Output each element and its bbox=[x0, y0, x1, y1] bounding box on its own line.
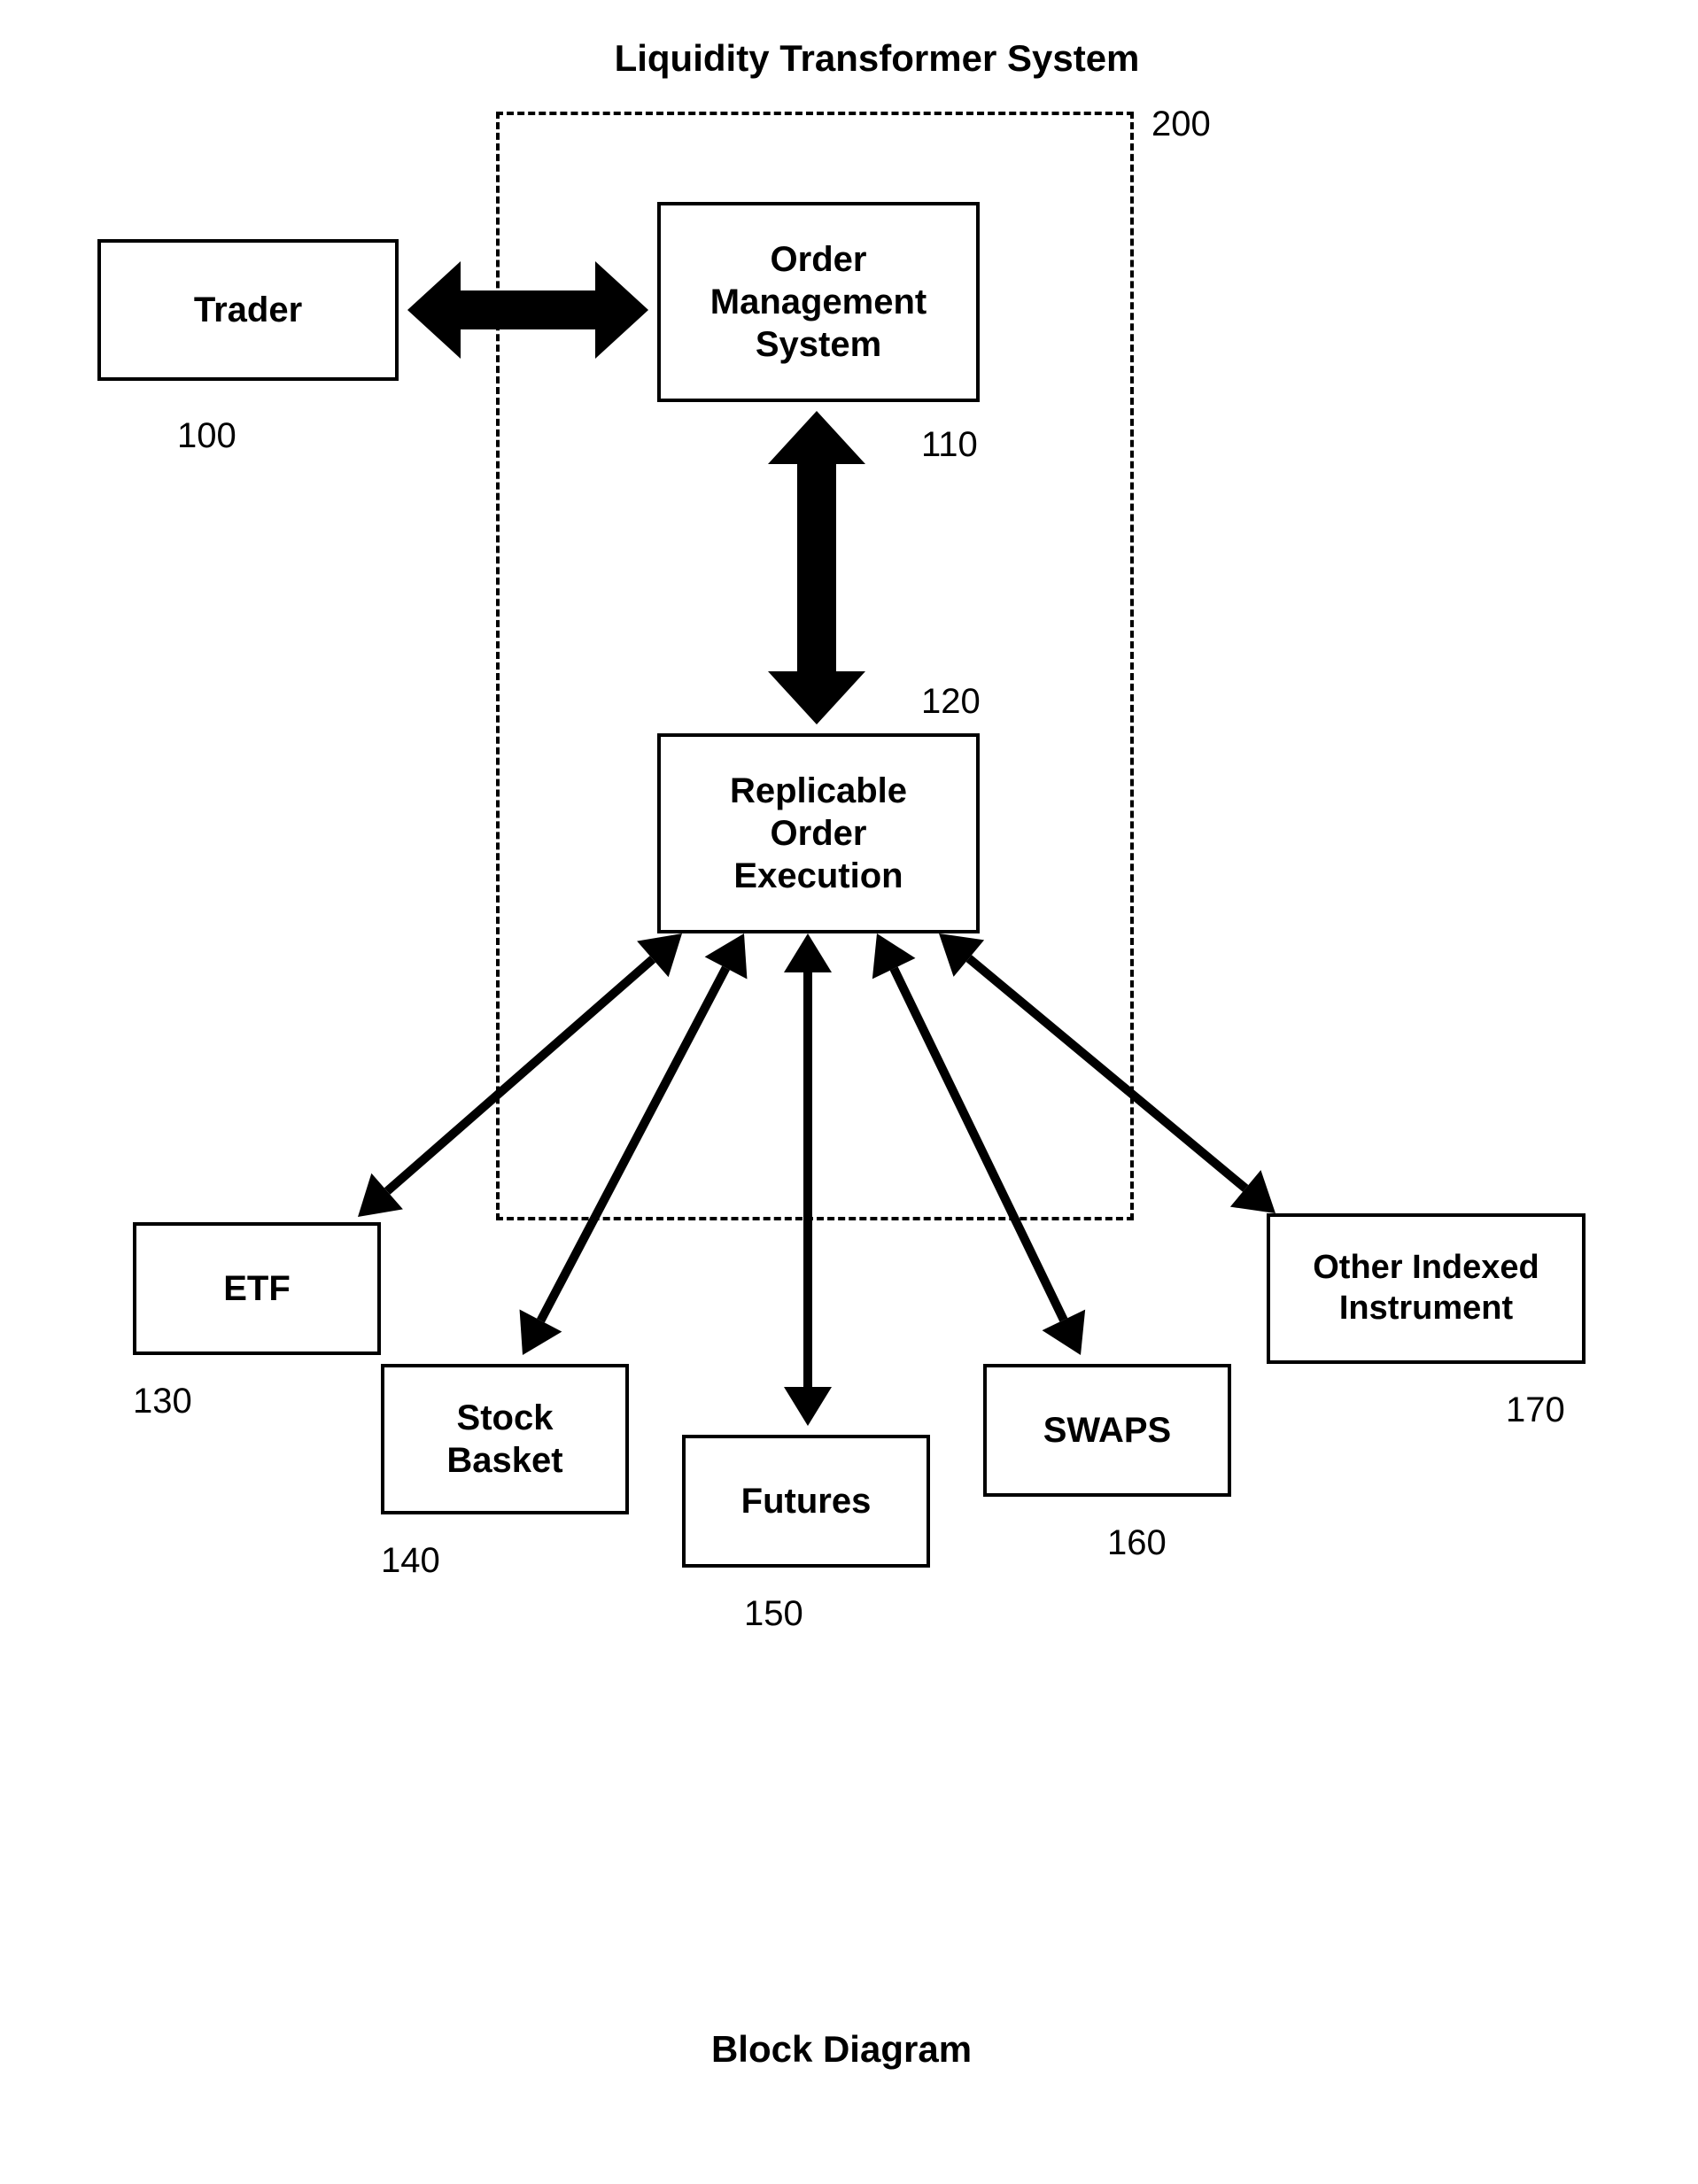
node-etf-ref: 130 bbox=[133, 1382, 192, 1421]
node-stock: StockBasket bbox=[381, 1364, 629, 1514]
node-roe: ReplicableOrderExecution bbox=[657, 733, 980, 933]
node-etf: ETF bbox=[133, 1222, 381, 1355]
node-stock-ref: 140 bbox=[381, 1541, 440, 1581]
node-other-label: Other IndexedInstrument bbox=[1313, 1248, 1539, 1328]
node-roe-ref: 120 bbox=[921, 682, 981, 722]
node-other: Other IndexedInstrument bbox=[1267, 1213, 1586, 1364]
node-stock-label: StockBasket bbox=[446, 1397, 562, 1482]
node-trader: Trader bbox=[97, 239, 399, 381]
node-roe-label: ReplicableOrderExecution bbox=[730, 770, 907, 897]
node-swaps: SWAPS bbox=[983, 1364, 1231, 1497]
node-futures-label: Futures bbox=[741, 1480, 872, 1522]
node-swaps-label: SWAPS bbox=[1043, 1409, 1171, 1452]
node-futures-ref: 150 bbox=[744, 1594, 803, 1634]
node-oms-label: OrderManagementSystem bbox=[710, 238, 927, 366]
diagram-caption: Block Diagram bbox=[620, 2028, 1063, 2071]
node-trader-ref: 100 bbox=[177, 416, 236, 456]
node-futures: Futures bbox=[682, 1435, 930, 1568]
node-other-ref: 170 bbox=[1506, 1390, 1565, 1430]
node-swaps-ref: 160 bbox=[1107, 1523, 1167, 1563]
system-boundary-ref: 200 bbox=[1151, 105, 1211, 144]
diagram-canvas: Liquidity Transformer System 200 Trader … bbox=[0, 0, 1698, 2184]
node-oms-ref: 110 bbox=[921, 425, 978, 465]
node-oms: OrderManagementSystem bbox=[657, 202, 980, 402]
node-etf-label: ETF bbox=[223, 1267, 291, 1310]
diagram-title: Liquidity Transformer System bbox=[567, 37, 1187, 80]
node-trader-label: Trader bbox=[194, 289, 302, 331]
